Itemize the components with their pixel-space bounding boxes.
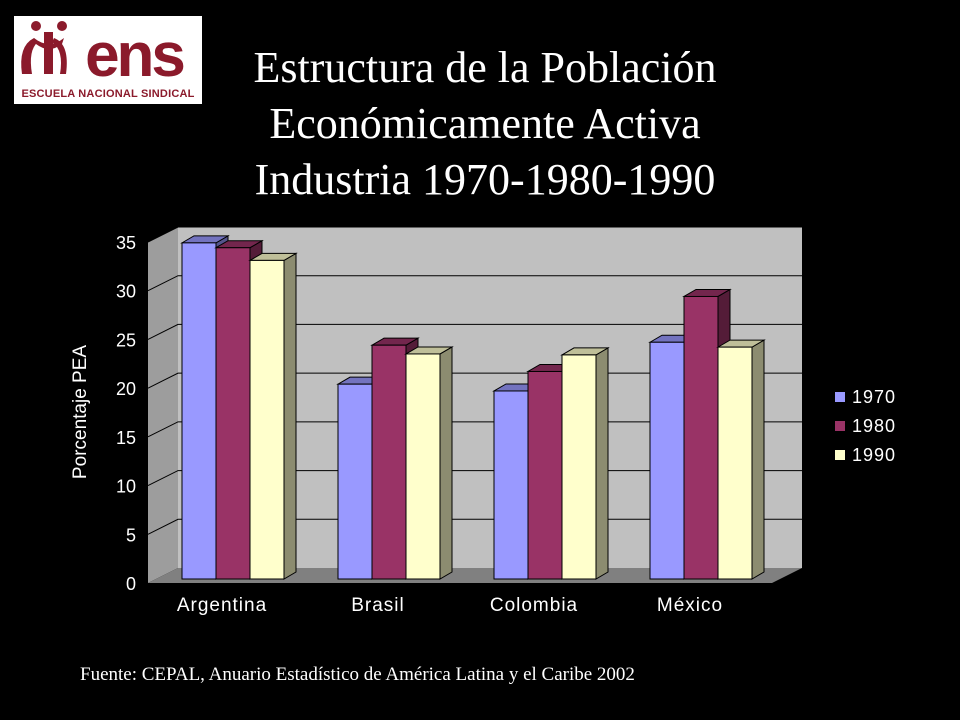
legend-label: 1980 (852, 416, 896, 436)
y-tick-25: 25 (116, 330, 136, 350)
y-tick-10: 10 (116, 477, 136, 497)
legend-swatch (835, 392, 845, 402)
bar-front (493, 390, 529, 580)
y-tick-5: 5 (126, 525, 136, 545)
x-label-argentina: Argentina (177, 595, 267, 616)
bar-front (717, 346, 753, 580)
bar-side (283, 252, 297, 580)
bar-side (439, 346, 453, 580)
legend-label: 1970 (852, 387, 896, 407)
y-tick-15: 15 (116, 428, 136, 448)
source-note: Fuente: CEPAL, Anuario Estadístico de Am… (80, 664, 635, 685)
y-tick-30: 30 (116, 282, 136, 302)
bar-brasil-1980 (370, 337, 420, 580)
bar-colombia-1990 (560, 347, 610, 580)
chart-bars (180, 235, 766, 580)
legend-label: 1990 (852, 445, 896, 465)
side-wall (148, 227, 178, 583)
title-line-1: Estructura de la Población (253, 43, 717, 92)
y-axis-label: Porcentaje PEA (70, 345, 91, 479)
legend-item-1990: 1990 (835, 445, 896, 465)
y-tick-20: 20 (116, 379, 136, 399)
floor (148, 568, 802, 583)
y-tick-0: 0 (126, 574, 136, 594)
bar-front (683, 295, 719, 580)
x-label-méxico: México (657, 595, 723, 616)
gridline-30 (147, 275, 802, 292)
bar-brasil-1990 (404, 346, 454, 580)
bar-front (405, 353, 441, 580)
x-axis-labels: Argentina Brasil Colombia México (177, 595, 723, 616)
y-axis-ticks: 0 5 10 15 20 25 30 35 (116, 233, 136, 594)
x-label-colombia: Colombia (490, 595, 578, 616)
bar-front (527, 370, 563, 580)
legend-item-1970: 1970 (835, 387, 896, 407)
bar-side (595, 347, 609, 580)
gridline-35 (147, 226, 802, 243)
logo-word: ens (85, 21, 183, 86)
title-line-3: Industria 1970-1980-1990 (254, 155, 716, 204)
title-line-2: Económicamente Activa (269, 99, 701, 148)
bar-side (751, 339, 765, 580)
bar-méxico-1990 (716, 339, 766, 580)
legend-swatch (835, 450, 845, 460)
bar-front (215, 247, 251, 580)
legend-swatch (835, 421, 845, 431)
bar-argentina-1990 (248, 252, 298, 580)
chart-legend: 1970 1980 1990 (835, 387, 896, 465)
bar-front (649, 341, 685, 580)
y-tick-35: 35 (116, 233, 136, 253)
ens-logo-mark: ens (21, 21, 186, 90)
bar-front (337, 383, 373, 580)
bar-front (561, 354, 597, 580)
gridline-25 (147, 323, 802, 340)
ens-logo: ens ESCUELA NACIONAL SINDICAL (14, 16, 202, 104)
page-title: Estructura de la Población Económicament… (205, 40, 765, 208)
legend-item-1980: 1980 (835, 416, 896, 436)
bar-front (249, 259, 285, 580)
logo-caption: ESCUELA NACIONAL SINDICAL (21, 88, 195, 100)
x-label-brasil: Brasil (351, 595, 405, 616)
bar-front (181, 242, 217, 580)
bar-front (371, 344, 407, 580)
